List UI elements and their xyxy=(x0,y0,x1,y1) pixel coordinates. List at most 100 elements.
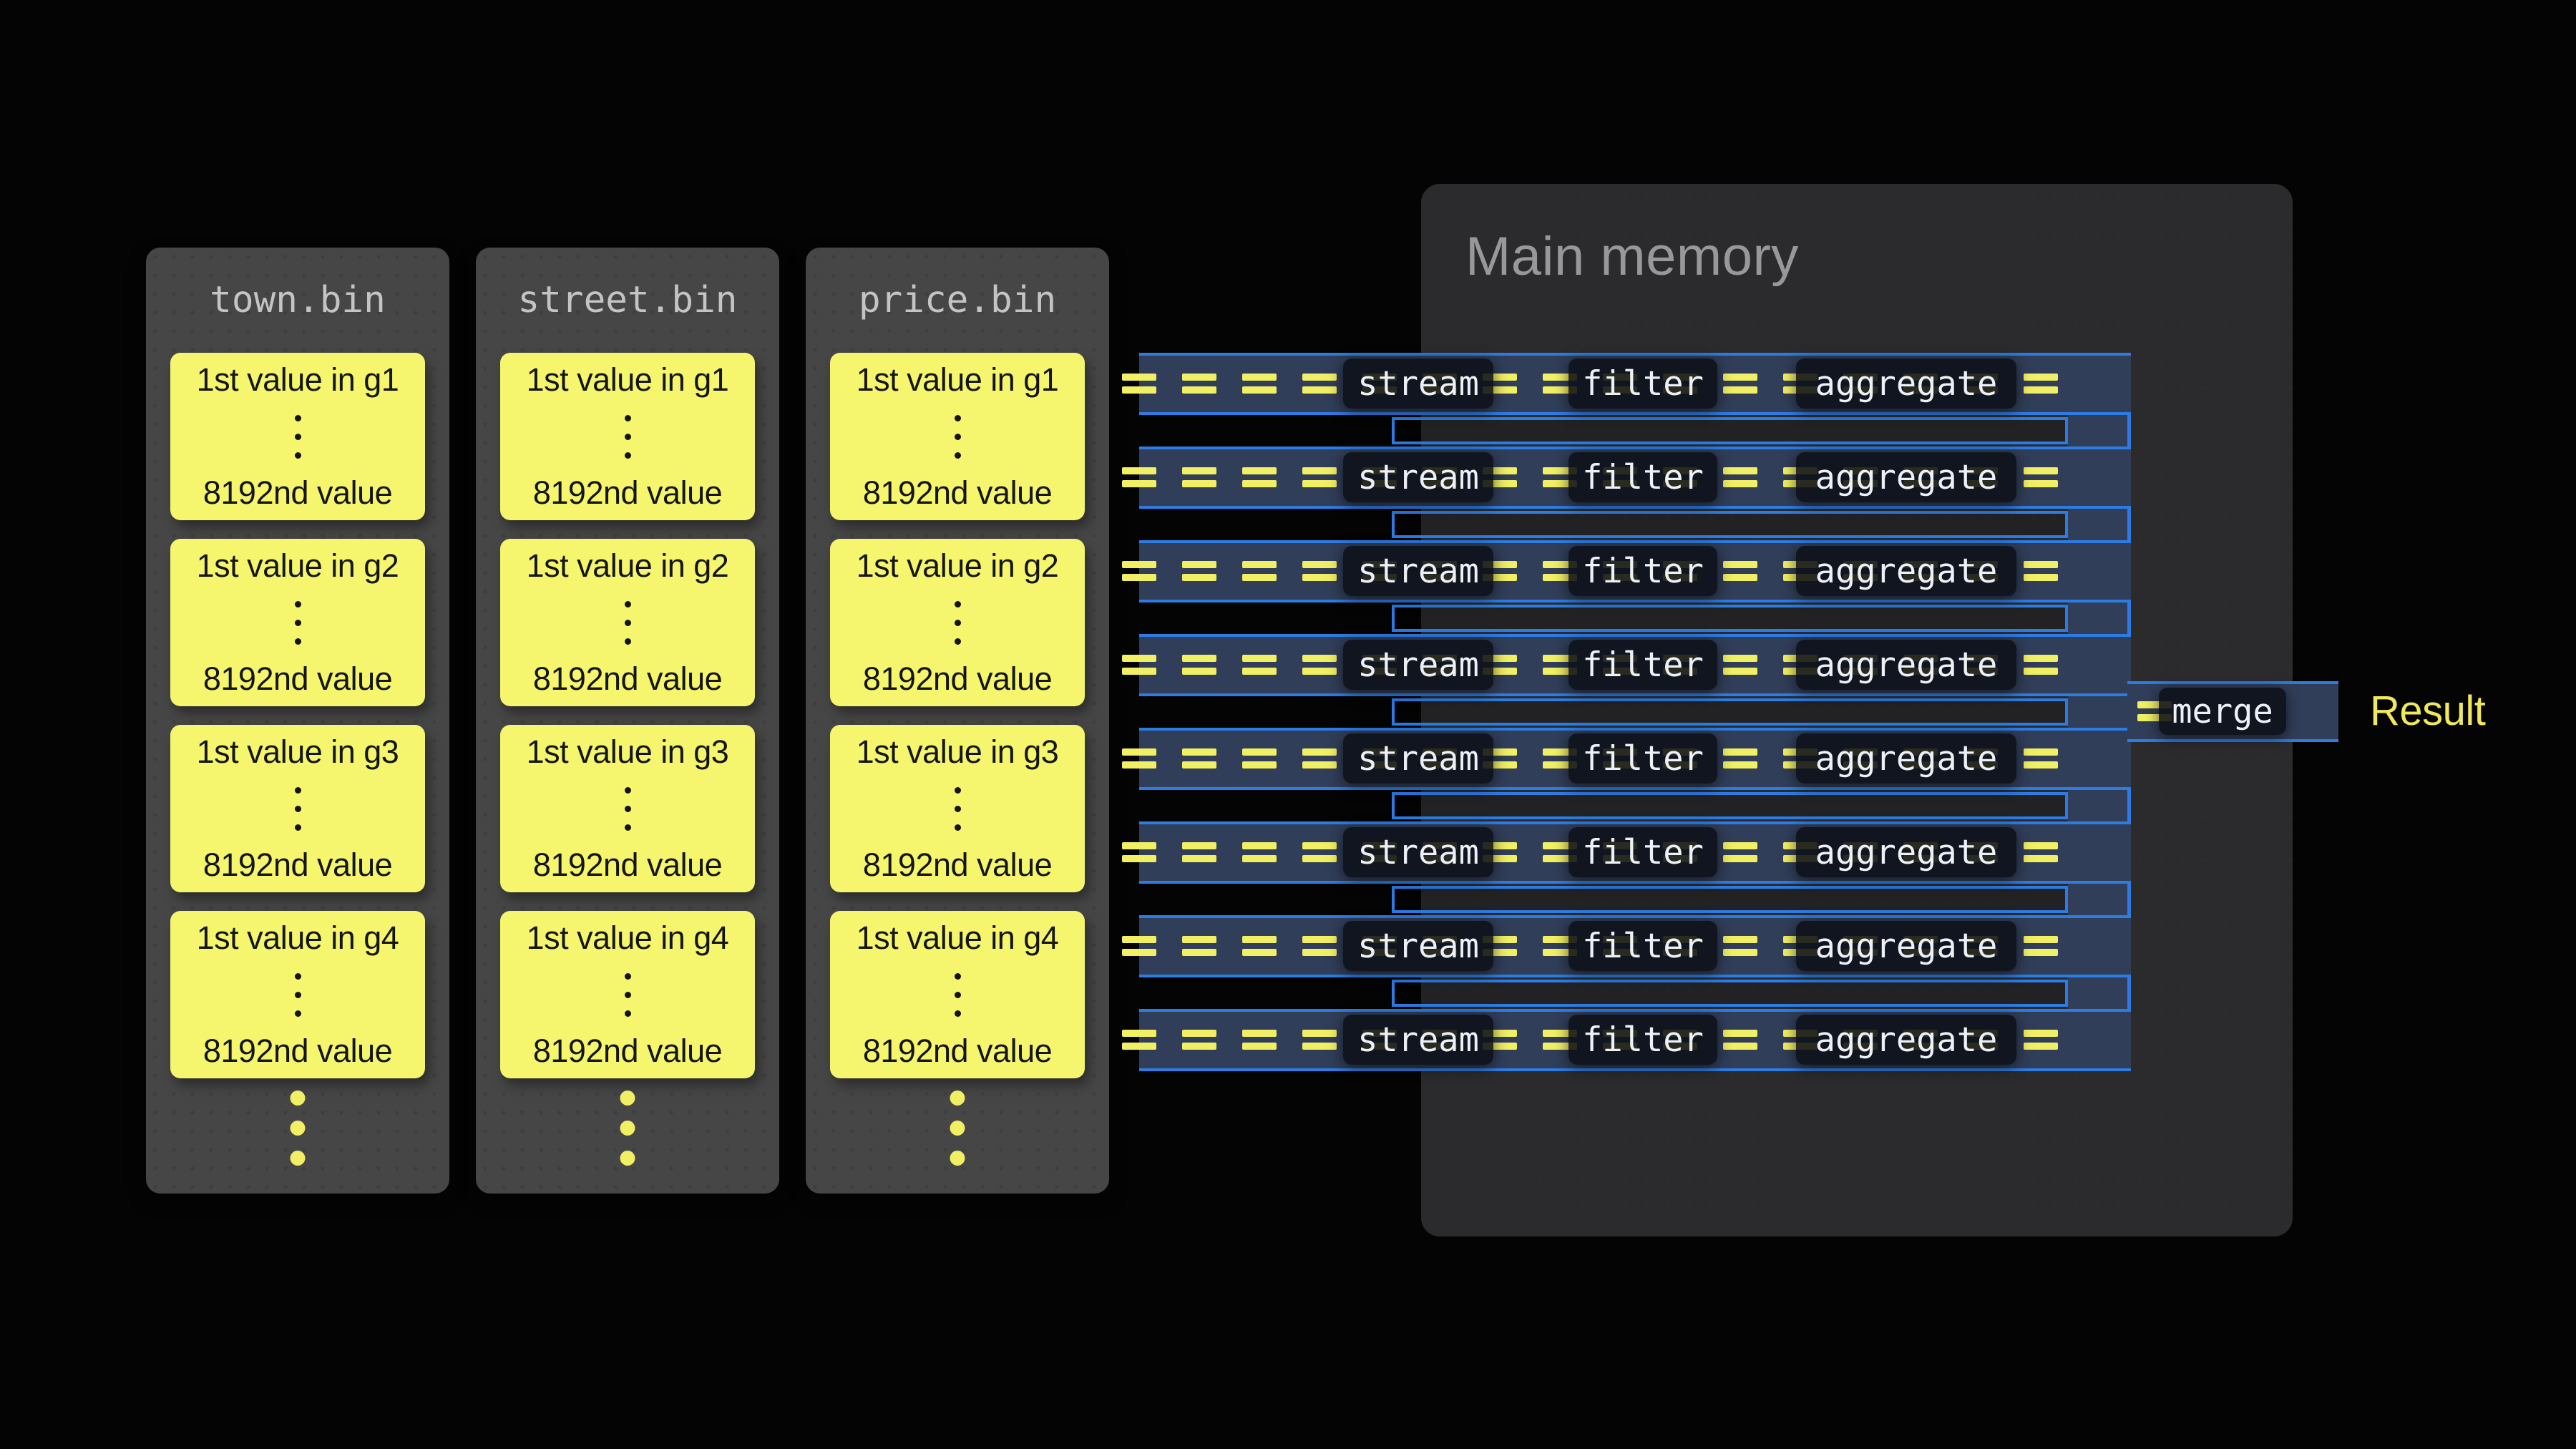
ellipsis-dot xyxy=(954,824,961,831)
ellipsis-dot xyxy=(294,824,301,831)
ellipsis-dot xyxy=(294,433,301,440)
merge-operator-label: merge xyxy=(2172,691,2273,731)
granule-block-g2: 1st value in g2 8192nd value xyxy=(170,539,425,706)
granule-first-value-label: 1st value in g1 xyxy=(526,361,729,398)
ellipsis-dot xyxy=(954,805,961,812)
ellipsis-dot xyxy=(624,414,631,421)
stream-lane-1: stream filter aggregate xyxy=(1122,353,2131,415)
ellipsis-dot xyxy=(954,638,961,645)
ellipsis-dot xyxy=(624,452,631,459)
data-flow-dash xyxy=(1182,1030,1216,1037)
data-flow-dash xyxy=(1543,374,1577,381)
data-flow-dash xyxy=(1723,374,1757,381)
granule-last-value-label: 8192nd value xyxy=(532,660,723,697)
granule-last-value-label: 8192nd value xyxy=(532,847,723,883)
column-file-panel-street.bin: street.bin 1st value in g1 8192nd value 1st… xyxy=(476,248,779,1194)
ellipsis-dot xyxy=(294,991,301,998)
data-flow-dash xyxy=(1122,655,1156,662)
stream-lane-3: stream filter aggregate xyxy=(1122,540,2131,602)
stream-lane-5: stream filter aggregate xyxy=(1122,728,2131,790)
data-flow-dash xyxy=(1122,842,1156,849)
data-flow-dash xyxy=(1182,748,1216,756)
vertical-ellipsis xyxy=(624,972,631,1017)
data-flow-dash xyxy=(1483,561,1517,568)
data-flow-dash xyxy=(2024,467,2058,474)
ellipsis-dot xyxy=(950,1151,965,1166)
memory-block-slot xyxy=(1392,980,2068,1007)
data-flow-dash xyxy=(1723,561,1757,568)
stage-box-aggregate: aggregate xyxy=(1796,358,2016,409)
ellipsis-dot xyxy=(294,805,301,812)
merge-operator-box: merge xyxy=(2159,688,2286,735)
stage-box-filter: filter xyxy=(1568,452,1717,502)
data-flow-dash xyxy=(1483,936,1517,943)
stage-box-stream: stream xyxy=(1343,1015,1493,1065)
stage-box-filter: filter xyxy=(1568,1015,1717,1065)
granule-last-value-label: 8192nd value xyxy=(203,474,393,511)
vertical-ellipsis xyxy=(954,786,961,831)
data-flow-dash xyxy=(1543,1030,1577,1037)
data-flow-dash xyxy=(1723,748,1757,756)
stream-lane-2: stream filter aggregate xyxy=(1122,447,2131,509)
vertical-ellipsis xyxy=(954,414,961,459)
granule-block-g3: 1st value in g3 8192nd value xyxy=(830,725,1085,892)
more-granules-ellipsis xyxy=(290,1091,306,1166)
ellipsis-dot xyxy=(954,452,961,459)
data-flow-dash xyxy=(1182,936,1216,943)
data-flow-dash xyxy=(1483,842,1517,849)
granule-block-g2: 1st value in g2 8192nd value xyxy=(500,539,755,706)
stage-box-filter: filter xyxy=(1568,733,1717,784)
stage-box-stream: stream xyxy=(1343,358,1493,409)
stage-box-aggregate: aggregate xyxy=(1796,827,2016,877)
data-flow-dash xyxy=(1242,936,1277,943)
stage-box-filter: filter xyxy=(1568,358,1717,409)
data-flow-dash xyxy=(1543,561,1577,568)
stage-box-stream: stream xyxy=(1343,546,1493,596)
data-flow-dash xyxy=(1302,936,1337,943)
data-flow-dash xyxy=(1302,842,1337,849)
main-memory-title: Main memory xyxy=(1465,226,1799,287)
data-flow-dash xyxy=(1182,842,1216,849)
granule-last-value-label: 8192nd value xyxy=(862,474,1053,511)
granule-first-value-label: 1st value in g2 xyxy=(196,547,399,584)
data-flow-dash xyxy=(1302,748,1337,756)
data-flow-dash xyxy=(1122,467,1156,474)
data-flow-dash xyxy=(2024,1030,2058,1037)
data-flow-dash xyxy=(1242,655,1277,662)
data-flow-dash xyxy=(2137,701,2172,708)
stage-box-aggregate: aggregate xyxy=(1796,640,2016,690)
granule-block-g4: 1st value in g4 8192nd value xyxy=(500,911,755,1078)
data-flow-dash xyxy=(2024,561,2058,568)
stage-box-filter: filter xyxy=(1568,827,1717,877)
vertical-ellipsis xyxy=(954,600,961,645)
vertical-ellipsis xyxy=(624,414,631,459)
data-flow-dash xyxy=(1723,936,1757,943)
ellipsis-dot xyxy=(620,1121,635,1136)
data-flow-dash xyxy=(1543,467,1577,474)
granule-last-value-label: 8192nd value xyxy=(862,1033,1053,1069)
granule-first-value-label: 1st value in g3 xyxy=(856,733,1059,770)
ellipsis-dot xyxy=(950,1091,965,1106)
granule-last-value-label: 8192nd value xyxy=(203,1033,393,1069)
stream-lane-8: stream filter aggregate xyxy=(1122,1009,2131,1071)
data-flow-dash xyxy=(1543,936,1577,943)
stream-lane-6: stream filter aggregate xyxy=(1122,821,2131,884)
data-flow-dash xyxy=(1723,1030,1757,1037)
data-flow-dash xyxy=(2024,748,2058,756)
vertical-ellipsis xyxy=(294,600,301,645)
file-name-label: town.bin xyxy=(210,279,386,321)
file-name-label: price.bin xyxy=(858,279,1057,321)
ellipsis-dot xyxy=(294,972,301,980)
ellipsis-dot xyxy=(624,619,631,626)
data-flow-dash xyxy=(1723,655,1757,662)
stage-box-stream: stream xyxy=(1343,733,1493,784)
merge-band: merge xyxy=(2127,681,2338,742)
stage-box-aggregate: aggregate xyxy=(1796,546,2016,596)
ellipsis-dot xyxy=(294,452,301,459)
memory-block-slot xyxy=(1392,698,2068,726)
stream-lane-4: stream filter aggregate xyxy=(1122,634,2131,696)
ellipsis-dot xyxy=(954,1010,961,1017)
result-label: Result xyxy=(2370,688,2486,734)
stage-box-filter: filter xyxy=(1568,546,1717,596)
